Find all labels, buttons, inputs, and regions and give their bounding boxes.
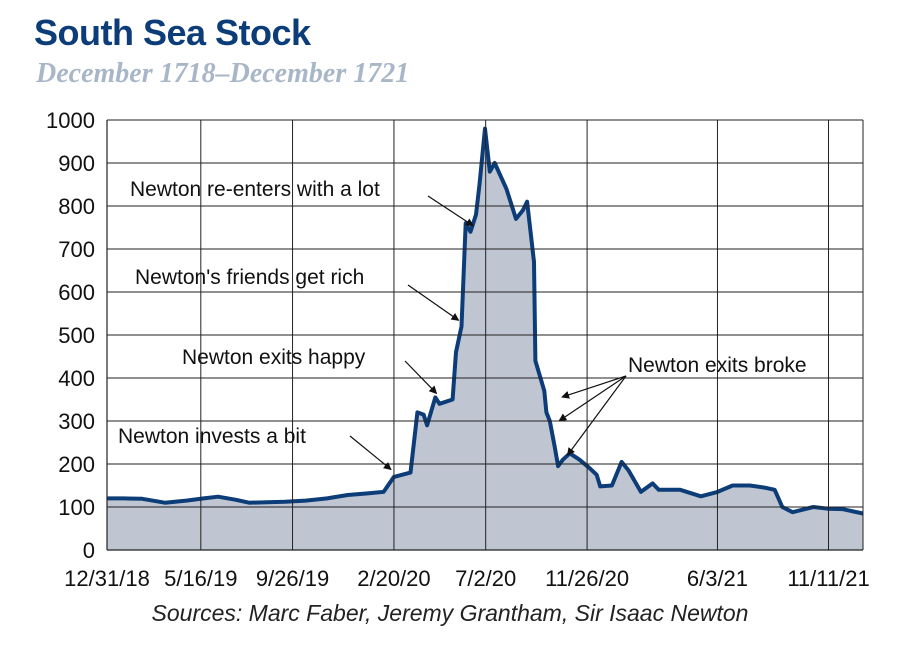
annotation-arrow [349, 435, 392, 471]
annotation-arrow [561, 375, 627, 399]
y-tick-label: 0 [83, 538, 95, 563]
series-line [107, 126, 864, 516]
x-tick-label: 7/2/20 [455, 566, 516, 591]
annotation-label: Newton invests a bit [118, 425, 306, 448]
y-tick-label: 700 [58, 237, 95, 262]
axes: 0 100 200 300 400 500 600 700 800 900 1000 12/31/18… [46, 108, 870, 591]
annotation-label: Newton exits broke [628, 354, 807, 377]
y-tick-label: 900 [58, 151, 95, 176]
y-tick-label: 400 [58, 366, 95, 391]
annotation-label: Newton's friends get rich [135, 266, 364, 289]
y-tick-label: 100 [58, 495, 95, 520]
annotation-label: Newton exits happy [182, 346, 366, 369]
y-tick-label: 600 [58, 280, 95, 305]
series-area [107, 128, 863, 550]
x-tick-label: 5/16/19 [164, 566, 237, 591]
sources-note: Sources: Marc Faber, Jeremy Grantham, Si… [151, 600, 749, 626]
x-tick-label: 12/31/18 [64, 566, 150, 591]
grid [107, 119, 863, 550]
chart-subtitle: December 1718–December 1721 [36, 58, 410, 89]
x-tick-label: 9/26/19 [256, 566, 329, 591]
annotation-arrow [558, 375, 627, 422]
page-title: South Sea Stock [34, 12, 311, 53]
x-tick-label: 2/20/20 [357, 566, 430, 591]
y-tick-label: 500 [58, 323, 95, 348]
y-tick-label: 300 [58, 409, 95, 434]
x-tick-label: 11/26/20 [545, 566, 629, 591]
annotation-arrow [427, 195, 474, 227]
annotation-arrow [404, 360, 438, 395]
x-tick-label: 6/3/21 [687, 566, 748, 591]
annotations: Newton invests a bit Newton exits happy Ne… [118, 178, 807, 471]
plot [107, 126, 864, 550]
x-tick-label: 11/11/21 [787, 566, 869, 591]
y-tick-label: 800 [58, 194, 95, 219]
annotation-arrow [566, 375, 627, 456]
annotation-label: Newton re-enters with a lot [130, 178, 380, 201]
y-tick-label: 1000 [46, 108, 95, 133]
annotation-arrow [407, 284, 460, 321]
y-tick-label: 200 [58, 452, 95, 477]
